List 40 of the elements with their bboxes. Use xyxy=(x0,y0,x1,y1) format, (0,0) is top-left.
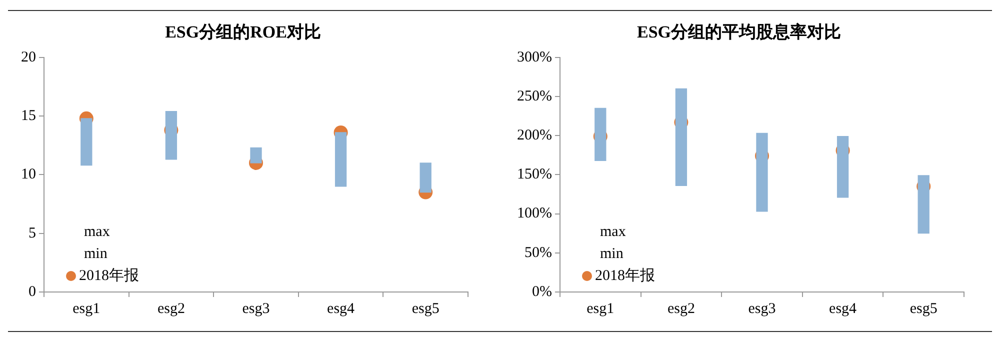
x-tick-label: esg1 xyxy=(586,300,614,317)
chart-title: ESG分组的平均股息率对比 xyxy=(636,22,842,42)
annotation: max xyxy=(600,224,626,240)
annotation: max xyxy=(84,224,110,240)
x-tick-label: esg3 xyxy=(748,300,776,317)
chart-title: ESG分组的ROE对比 xyxy=(165,22,321,42)
annotation: min xyxy=(600,246,624,262)
y-tick-label: 150% xyxy=(516,166,552,183)
y-tick-label: 0% xyxy=(532,284,552,300)
bar xyxy=(80,118,92,166)
x-tick-label: esg3 xyxy=(242,300,270,317)
x-tick-label: esg4 xyxy=(327,300,356,317)
y-tick-label: 10 xyxy=(21,166,36,183)
y-tick-label: 5 xyxy=(28,225,36,242)
y-tick-label: 15 xyxy=(21,108,36,124)
x-tick-label: esg1 xyxy=(72,300,100,317)
y-tick-label: 200% xyxy=(516,128,552,144)
x-tick-label: esg2 xyxy=(157,300,185,317)
y-tick-label: 100% xyxy=(516,206,552,222)
x-tick-label: esg5 xyxy=(910,300,938,317)
bar xyxy=(420,162,432,193)
y-tick-label: 50% xyxy=(524,244,552,261)
x-tick-label: esg4 xyxy=(829,300,858,317)
annotation: min xyxy=(84,246,108,262)
y-tick-label: 20 xyxy=(21,49,36,66)
x-tick-label: esg5 xyxy=(412,300,440,317)
bar xyxy=(918,175,930,234)
bar xyxy=(675,88,688,186)
x-tick-label: esg2 xyxy=(667,300,695,317)
bar xyxy=(594,108,606,161)
y-tick-label: 300% xyxy=(516,49,552,66)
bar xyxy=(836,136,849,198)
bar xyxy=(250,147,262,164)
y-tick-label: 0 xyxy=(28,284,36,300)
legend-label: 2018年报 xyxy=(79,266,139,284)
bar xyxy=(756,132,768,212)
legend-label: 2018年报 xyxy=(594,266,655,284)
y-tick-label: 250% xyxy=(516,88,552,104)
bar xyxy=(165,111,178,160)
bar xyxy=(334,132,347,187)
